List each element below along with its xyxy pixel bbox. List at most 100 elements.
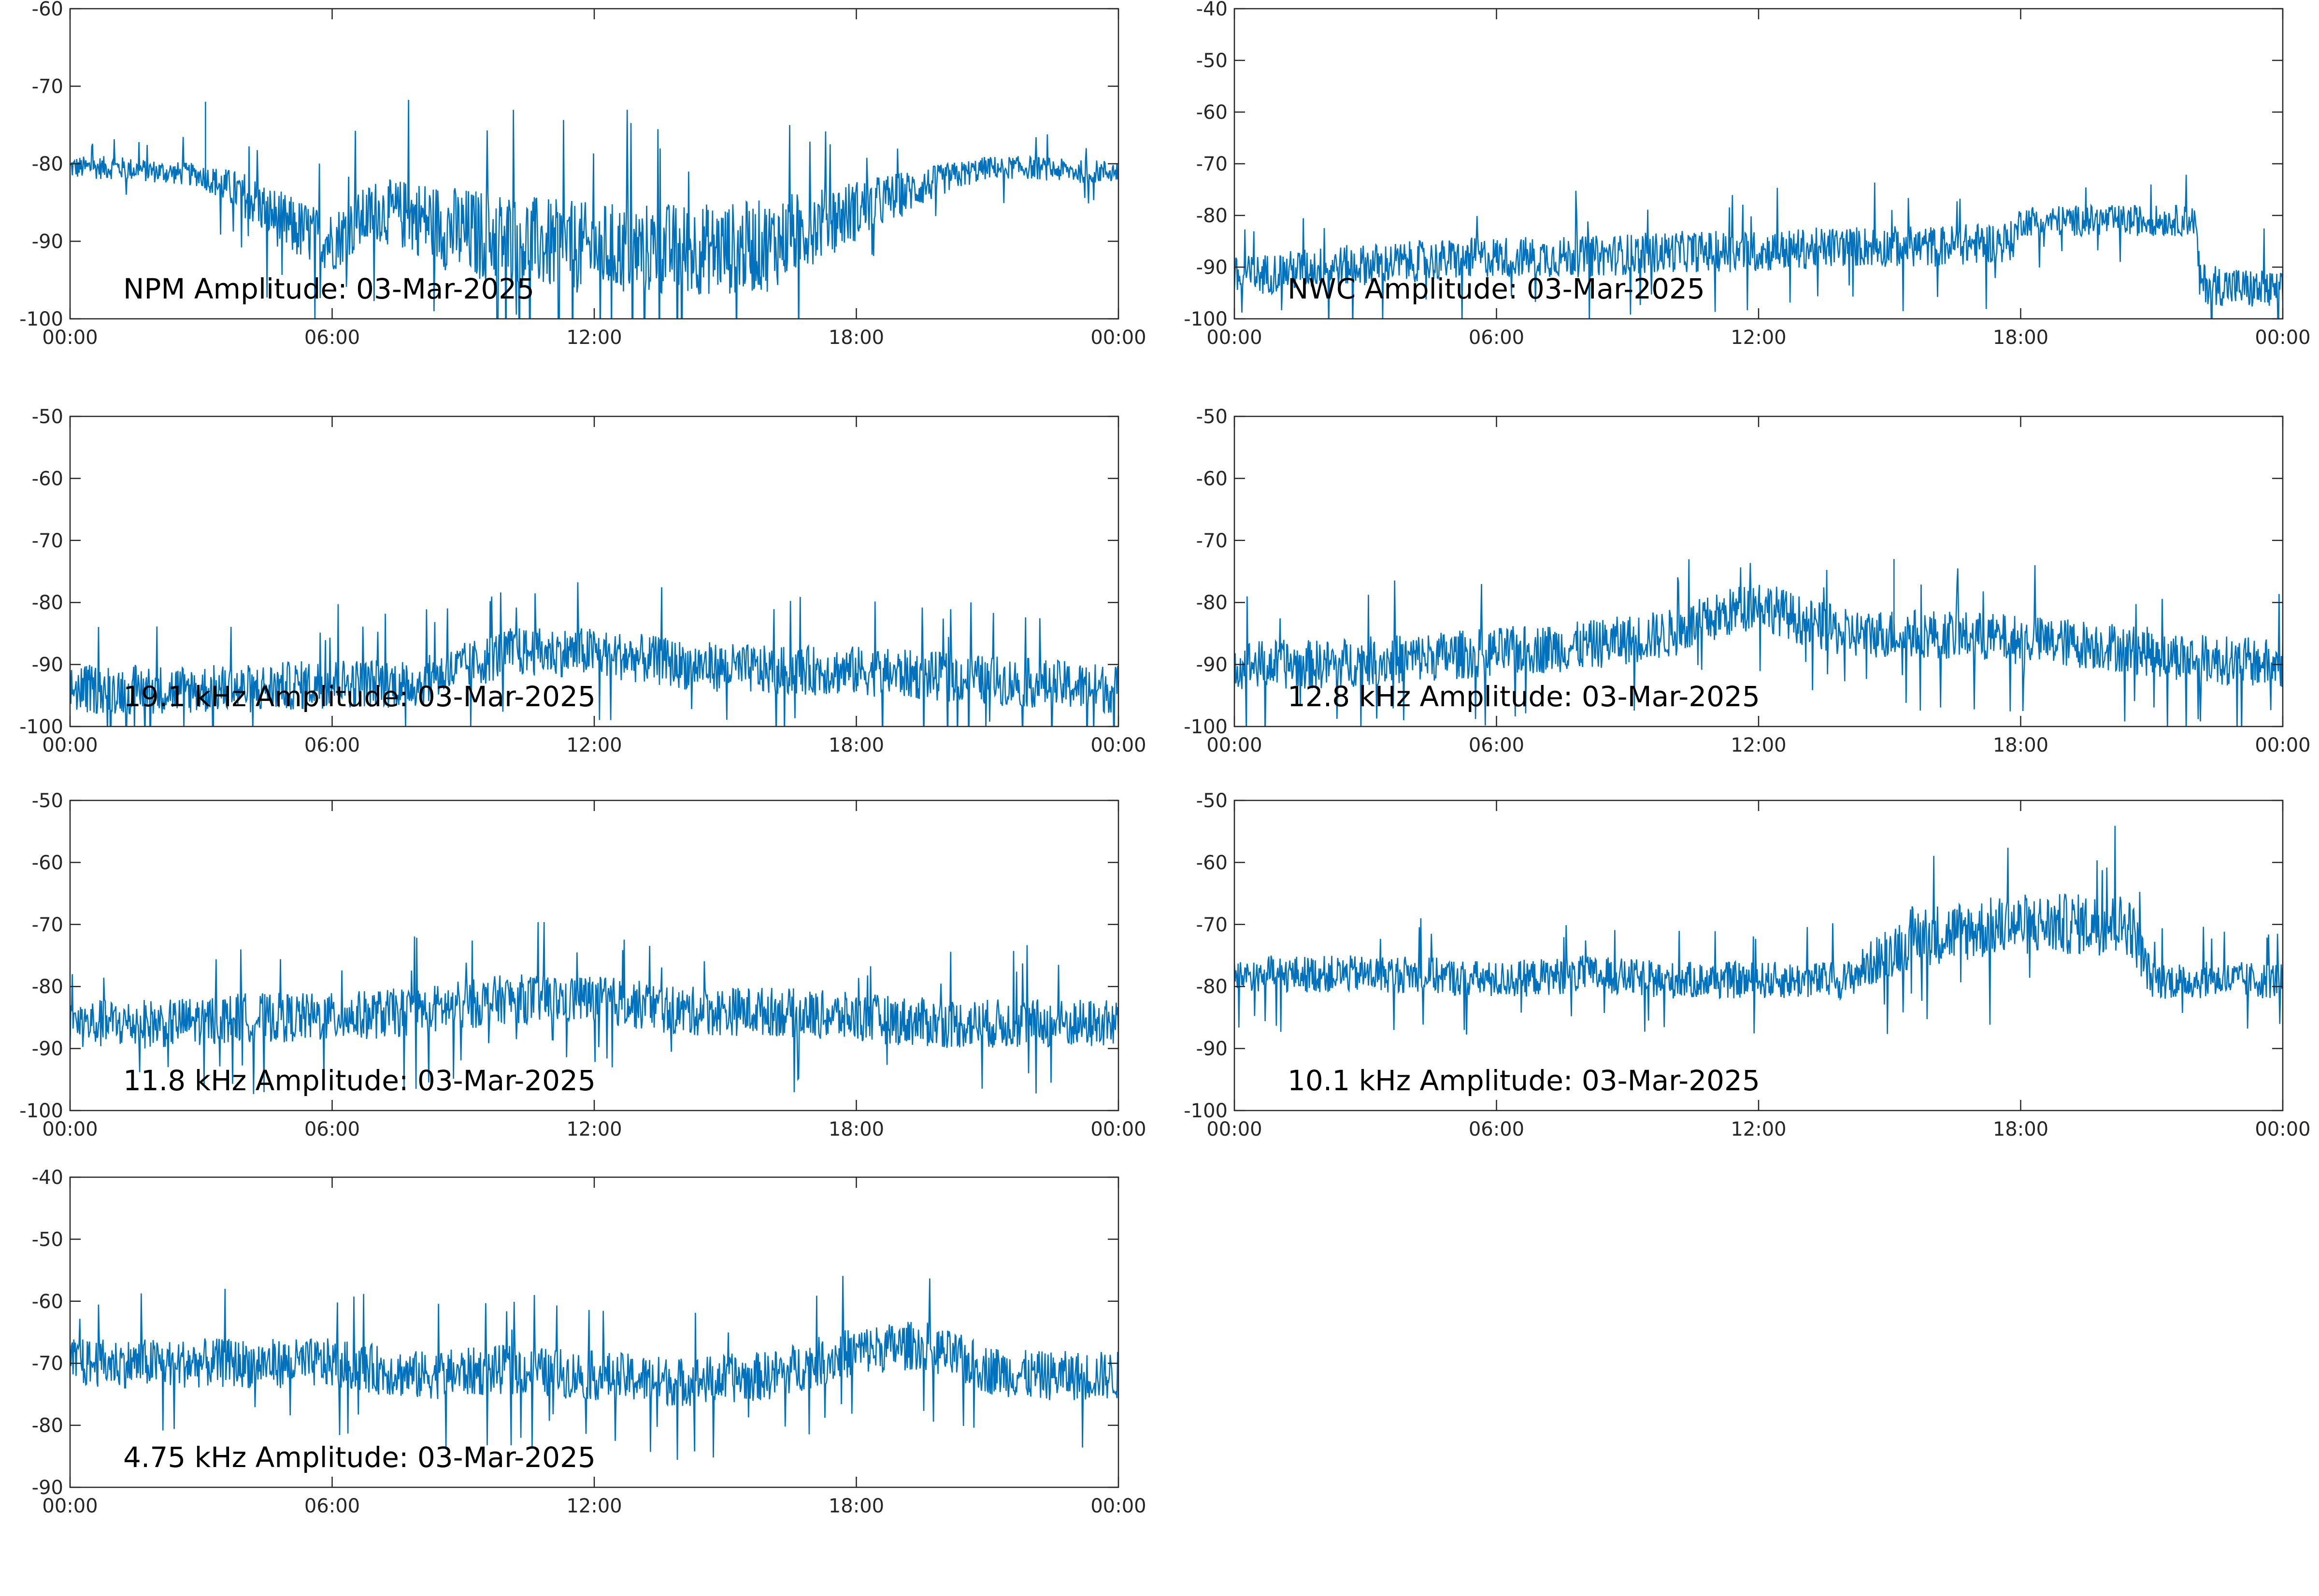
signal-trace-3-1: [70, 582, 1118, 727]
x-tick-label: 18:00: [829, 1495, 884, 1517]
x-tick-label: 18:00: [1993, 734, 2048, 756]
x-tick-label: 12:00: [566, 327, 622, 349]
x-tick-label: 12:00: [566, 1118, 622, 1140]
y-tick-label: -100: [19, 308, 63, 330]
x-tick-label: 06:00: [1469, 734, 1524, 756]
signal-trace-1-1: [70, 100, 1118, 319]
x-tick-label: 00:00: [1206, 734, 1262, 756]
x-tick-label: 00:00: [1090, 327, 1146, 349]
y-tick-label: -50: [32, 1228, 63, 1251]
y-tick-label: -40: [32, 1167, 63, 1189]
x-tick-label: 00:00: [2255, 734, 2310, 756]
y-tick-label: -50: [32, 406, 63, 428]
panel-title: 4.75 kHz Amplitude: 03-Mar-2025: [123, 1441, 596, 1474]
y-tick-label: -80: [1196, 976, 1228, 998]
x-tick-label: 18:00: [829, 734, 884, 756]
y-tick-label: -70: [32, 1353, 63, 1375]
y-tick-label: -70: [1196, 914, 1228, 936]
x-tick-label: 00:00: [1206, 1118, 1262, 1140]
x-tick-label: 12:00: [1731, 1118, 1786, 1140]
y-tick-label: -70: [32, 530, 63, 552]
x-tick-label: 00:00: [1090, 734, 1146, 756]
y-tick-label: -90: [1196, 1038, 1228, 1060]
y-tick-label: -90: [32, 654, 63, 676]
panel-title: 11.8 kHz Amplitude: 03-Mar-2025: [123, 1064, 596, 1097]
x-tick-label: 18:00: [1993, 327, 2048, 349]
y-tick-label: -60: [1196, 101, 1228, 124]
x-tick-label: 00:00: [1206, 327, 1262, 349]
y-tick-label: -90: [1196, 256, 1228, 279]
y-tick-label: -50: [1196, 790, 1228, 812]
y-tick-label: -70: [32, 76, 63, 98]
signal-trace-5-1: [70, 922, 1118, 1094]
panel-title: NPM Amplitude: 03-Mar-2025: [123, 272, 534, 305]
y-tick-label: -90: [1196, 654, 1228, 676]
y-tick-label: -50: [32, 790, 63, 812]
y-tick-label: -60: [1196, 468, 1228, 490]
panel-title: 10.1 kHz Amplitude: 03-Mar-2025: [1288, 1064, 1760, 1097]
x-tick-label: 18:00: [829, 1118, 884, 1140]
y-tick-label: -60: [32, 1291, 63, 1313]
y-tick-label: -60: [1196, 852, 1228, 874]
y-tick-label: -80: [32, 976, 63, 998]
x-tick-label: 12:00: [566, 1495, 622, 1517]
signal-trace-7-1: [70, 1276, 1118, 1460]
panel-title: 12.8 kHz Amplitude: 03-Mar-2025: [1288, 680, 1760, 713]
y-tick-label: -60: [32, 468, 63, 490]
x-tick-label: 00:00: [42, 1495, 98, 1517]
signal-trace-6-1: [1234, 826, 2283, 1035]
y-tick-label: -40: [1196, 0, 1228, 20]
y-tick-label: -70: [1196, 153, 1228, 175]
y-tick-label: -70: [1196, 530, 1228, 552]
x-tick-label: 00:00: [42, 327, 98, 349]
y-tick-label: -80: [32, 153, 63, 175]
x-tick-label: 06:00: [1469, 1118, 1524, 1140]
y-tick-label: -80: [1196, 592, 1228, 614]
x-tick-label: 00:00: [2255, 327, 2310, 349]
signal-trace-2-1: [1234, 174, 2283, 319]
y-tick-label: -70: [32, 914, 63, 936]
x-tick-label: 18:00: [1993, 1118, 2048, 1140]
x-tick-label: 00:00: [42, 734, 98, 756]
y-tick-label: -80: [32, 1415, 63, 1437]
x-tick-label: 00:00: [1090, 1495, 1146, 1517]
x-tick-label: 00:00: [42, 1118, 98, 1140]
y-tick-label: -80: [32, 592, 63, 614]
y-tick-label: -50: [1196, 406, 1228, 428]
y-tick-label: -100: [1184, 716, 1228, 738]
y-tick-label: -100: [1184, 1100, 1228, 1122]
x-tick-label: 06:00: [304, 1495, 360, 1517]
y-tick-label: -100: [19, 1100, 63, 1122]
panel-title: 19.1 kHz Amplitude: 03-Mar-2025: [123, 680, 596, 713]
y-tick-label: -50: [1196, 50, 1228, 72]
y-tick-label: -90: [32, 231, 63, 253]
signal-trace-4-1: [1234, 559, 2283, 727]
x-tick-label: 12:00: [1731, 327, 1786, 349]
y-tick-label: -100: [1184, 308, 1228, 330]
x-tick-label: 06:00: [1469, 327, 1524, 349]
y-tick-label: -60: [32, 852, 63, 874]
y-tick-label: -80: [1196, 205, 1228, 227]
x-tick-label: 00:00: [2255, 1118, 2310, 1140]
x-tick-label: 06:00: [304, 1118, 360, 1140]
y-tick-label: -90: [32, 1477, 63, 1499]
y-tick-label: -60: [32, 0, 63, 20]
x-tick-label: 12:00: [566, 734, 622, 756]
x-tick-label: 06:00: [304, 734, 360, 756]
x-tick-label: 18:00: [829, 327, 884, 349]
x-tick-label: 12:00: [1731, 734, 1786, 756]
y-tick-label: -90: [32, 1038, 63, 1060]
y-tick-label: -100: [19, 716, 63, 738]
x-tick-label: 00:00: [1090, 1118, 1146, 1140]
x-tick-label: 06:00: [304, 327, 360, 349]
panel-title: NWC Amplitude: 03-Mar-2025: [1288, 272, 1705, 305]
